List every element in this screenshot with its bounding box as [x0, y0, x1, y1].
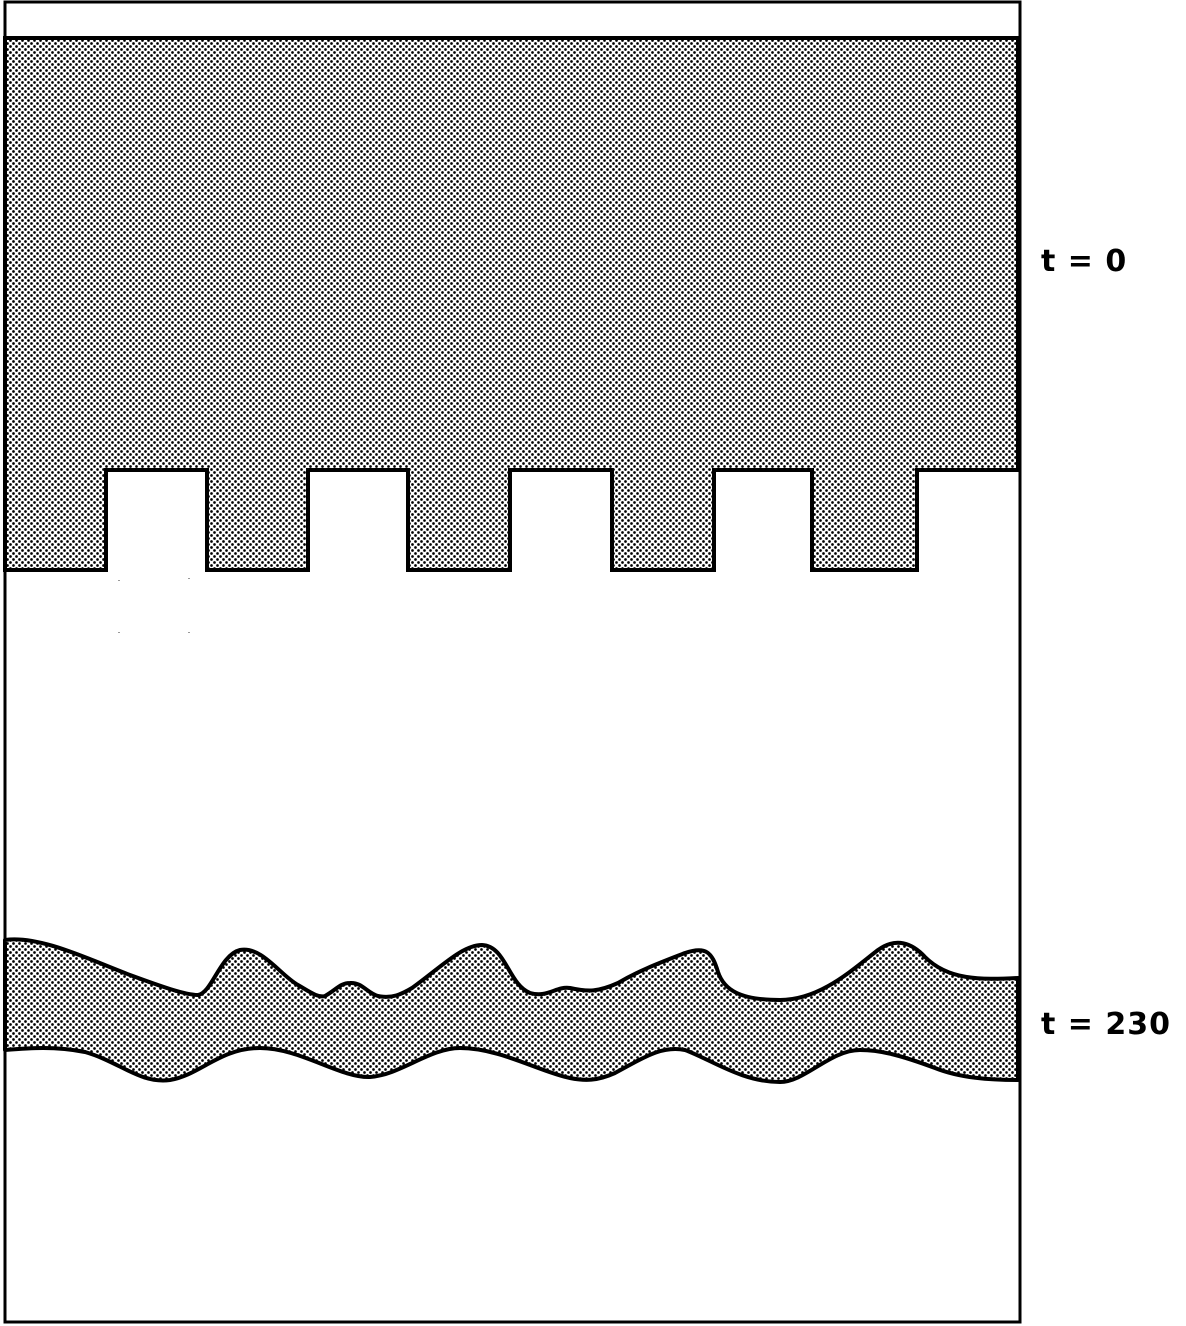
- initial-layer-t0: [3, 36, 1020, 572]
- time-label-t0: t = 0: [1041, 244, 1128, 279]
- figure-frame: [3, 0, 1022, 1324]
- evolved-layer-t230: [3, 937, 1020, 1084]
- scan-specks: [118, 578, 190, 633]
- time-label-t230: t = 230: [1041, 1007, 1171, 1042]
